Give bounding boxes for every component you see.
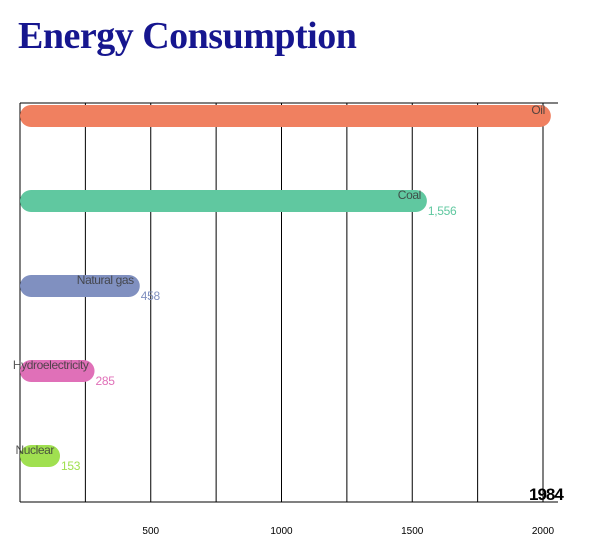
year-label: 1984 (529, 485, 564, 504)
category-label: Coal (398, 188, 421, 202)
value-label: 285 (96, 374, 116, 388)
chart-title: Energy Consumption (18, 15, 357, 57)
bars (20, 105, 551, 467)
category-label: Hydroelectricity (13, 358, 89, 372)
category-label: Oil (531, 103, 544, 117)
bar (20, 445, 61, 467)
x-tick-label: 1500 (401, 526, 424, 537)
value-label: 458 (141, 289, 161, 303)
bar-labels: Oil Coal 1,556 Natural gas 458 Hydroelectrici… (13, 103, 545, 473)
x-tick-label: 2000 (532, 526, 555, 537)
bar (20, 275, 140, 297)
x-tick-label: 500 (142, 526, 159, 537)
grid-lines (19, 102, 558, 503)
bar (20, 190, 427, 212)
category-label: Natural gas (77, 273, 134, 287)
value-label: 153 (61, 459, 81, 473)
bar (20, 105, 551, 127)
bar (20, 360, 95, 382)
x-tick-label: 1000 (270, 526, 293, 537)
category-label: Nuclear (15, 443, 54, 457)
value-label: 1,556 (428, 204, 457, 218)
x-axis-ticks: 500 1000 1500 2000 (142, 526, 554, 537)
